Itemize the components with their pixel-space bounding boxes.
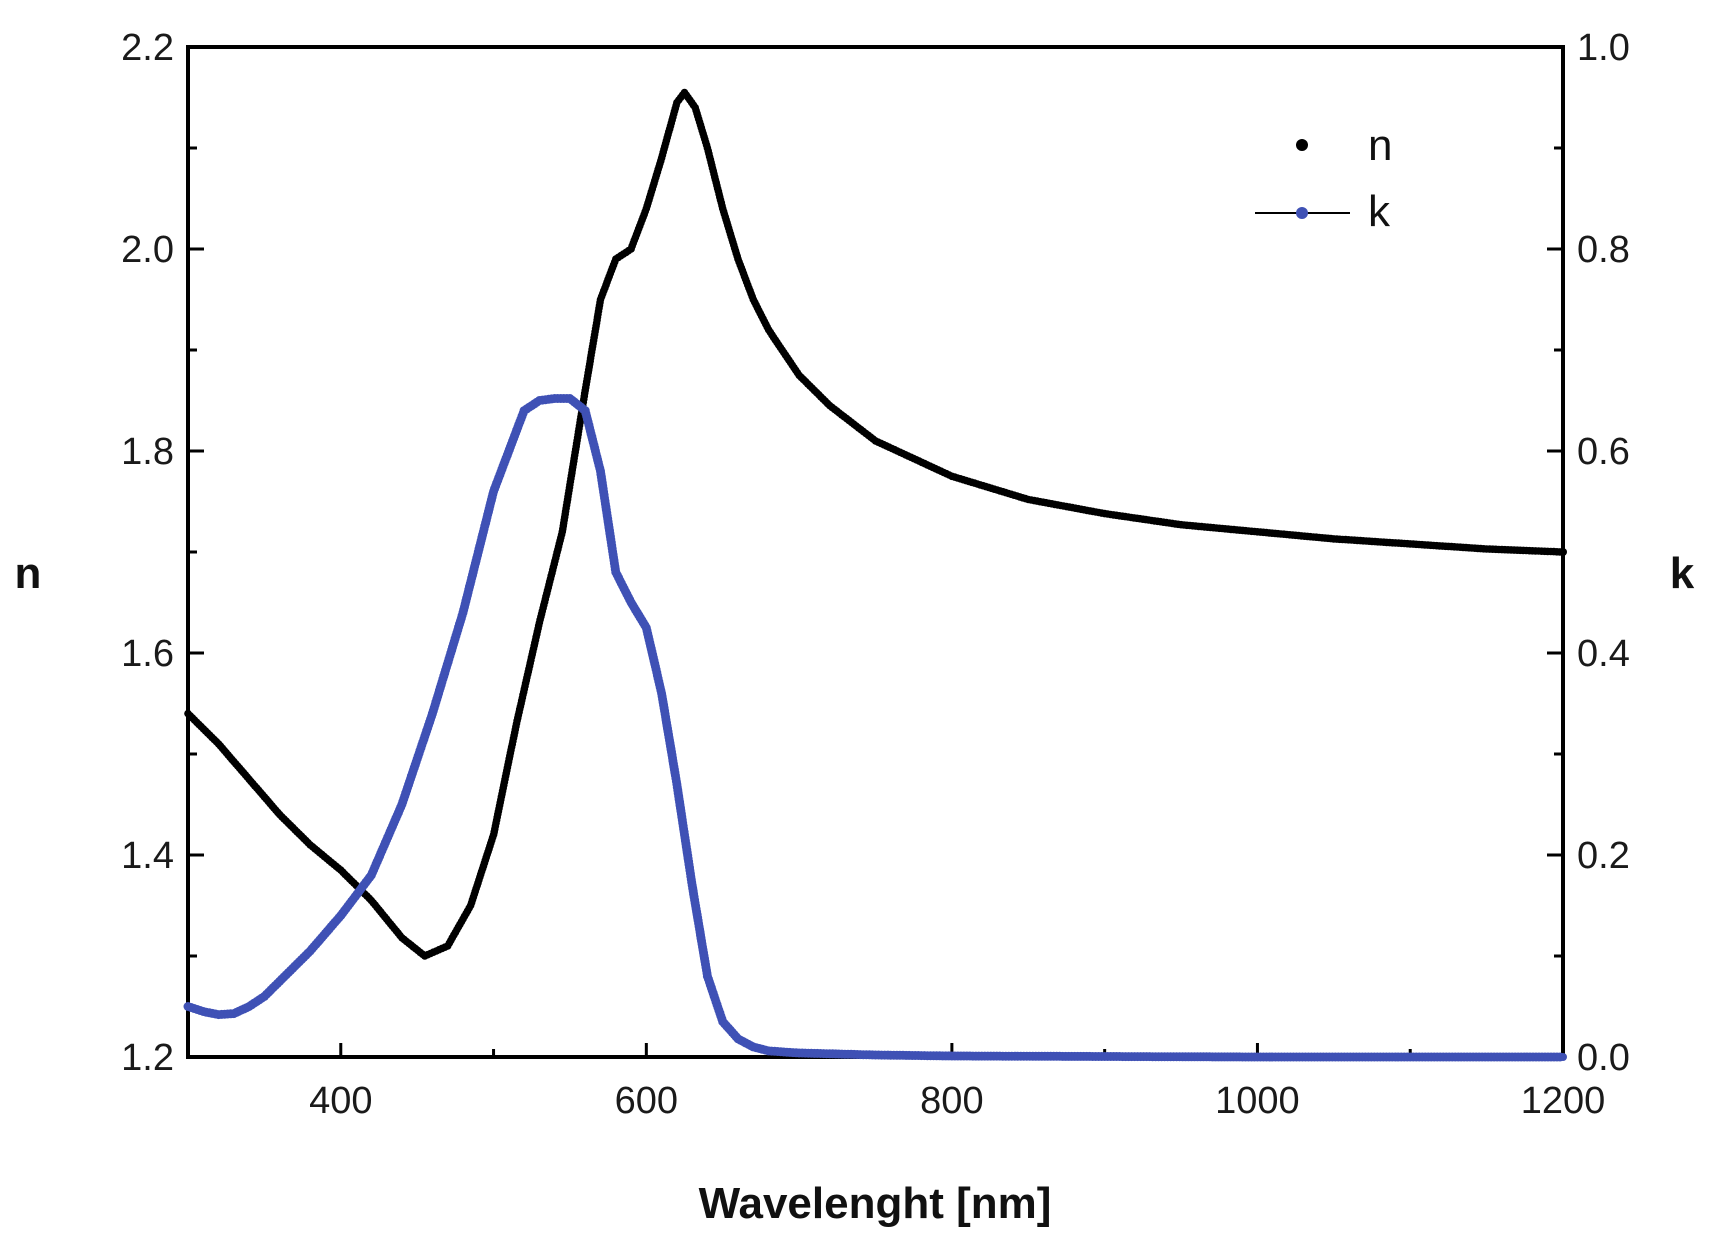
series-k (183, 394, 1567, 1062)
y-tick-label-right: 0.6 (1577, 431, 1630, 473)
x-tick-label: 1200 (1521, 1080, 1606, 1122)
y-tick-label-right: 0.0 (1577, 1037, 1630, 1079)
point-k (1559, 1053, 1567, 1061)
y-tick-label-right: 0.2 (1577, 835, 1630, 877)
x-tick-label: 1000 (1215, 1080, 1300, 1122)
y-tick-label-left: 2.2 (121, 27, 174, 69)
y-tick-label-right: 0.8 (1577, 229, 1630, 271)
point-n (1559, 548, 1567, 556)
legend-marker-n (1296, 139, 1308, 151)
y-tick-label-left: 1.4 (121, 835, 174, 877)
legend: n k (1255, 121, 1392, 236)
y-axis-title-left: n (15, 549, 42, 598)
series-layer (183, 88, 1567, 1062)
y-tick-label-left: 2.0 (121, 229, 174, 271)
x-tick-label: 600 (615, 1080, 678, 1122)
series-n (184, 88, 1567, 960)
y-tick-label-left: 1.2 (121, 1037, 174, 1079)
y-tick-label-left: 1.6 (121, 633, 174, 675)
tick-labels: 400 600 800 1000 1200 1.2 1.4 1.6 1.8 2.0 2.2 0.0 0.… (121, 27, 1630, 1122)
ticks (186, 45, 1565, 1059)
legend-label-k: k (1368, 187, 1391, 236)
legend-marker-k (1296, 207, 1308, 219)
legend-label-n: n (1368, 121, 1392, 170)
x-tick-label: 400 (309, 1080, 372, 1122)
y-axis-title-right: k (1670, 549, 1695, 598)
plot-frame (186, 45, 1565, 1059)
x-axis-title: Wavelenght [nm] (699, 1179, 1052, 1228)
x-tick-label: 800 (920, 1080, 983, 1122)
y-tick-label-right: 0.4 (1577, 633, 1630, 675)
y-tick-label-left: 1.8 (121, 431, 174, 473)
plot-border (186, 45, 1565, 1059)
y-tick-label-right: 1.0 (1577, 27, 1630, 69)
